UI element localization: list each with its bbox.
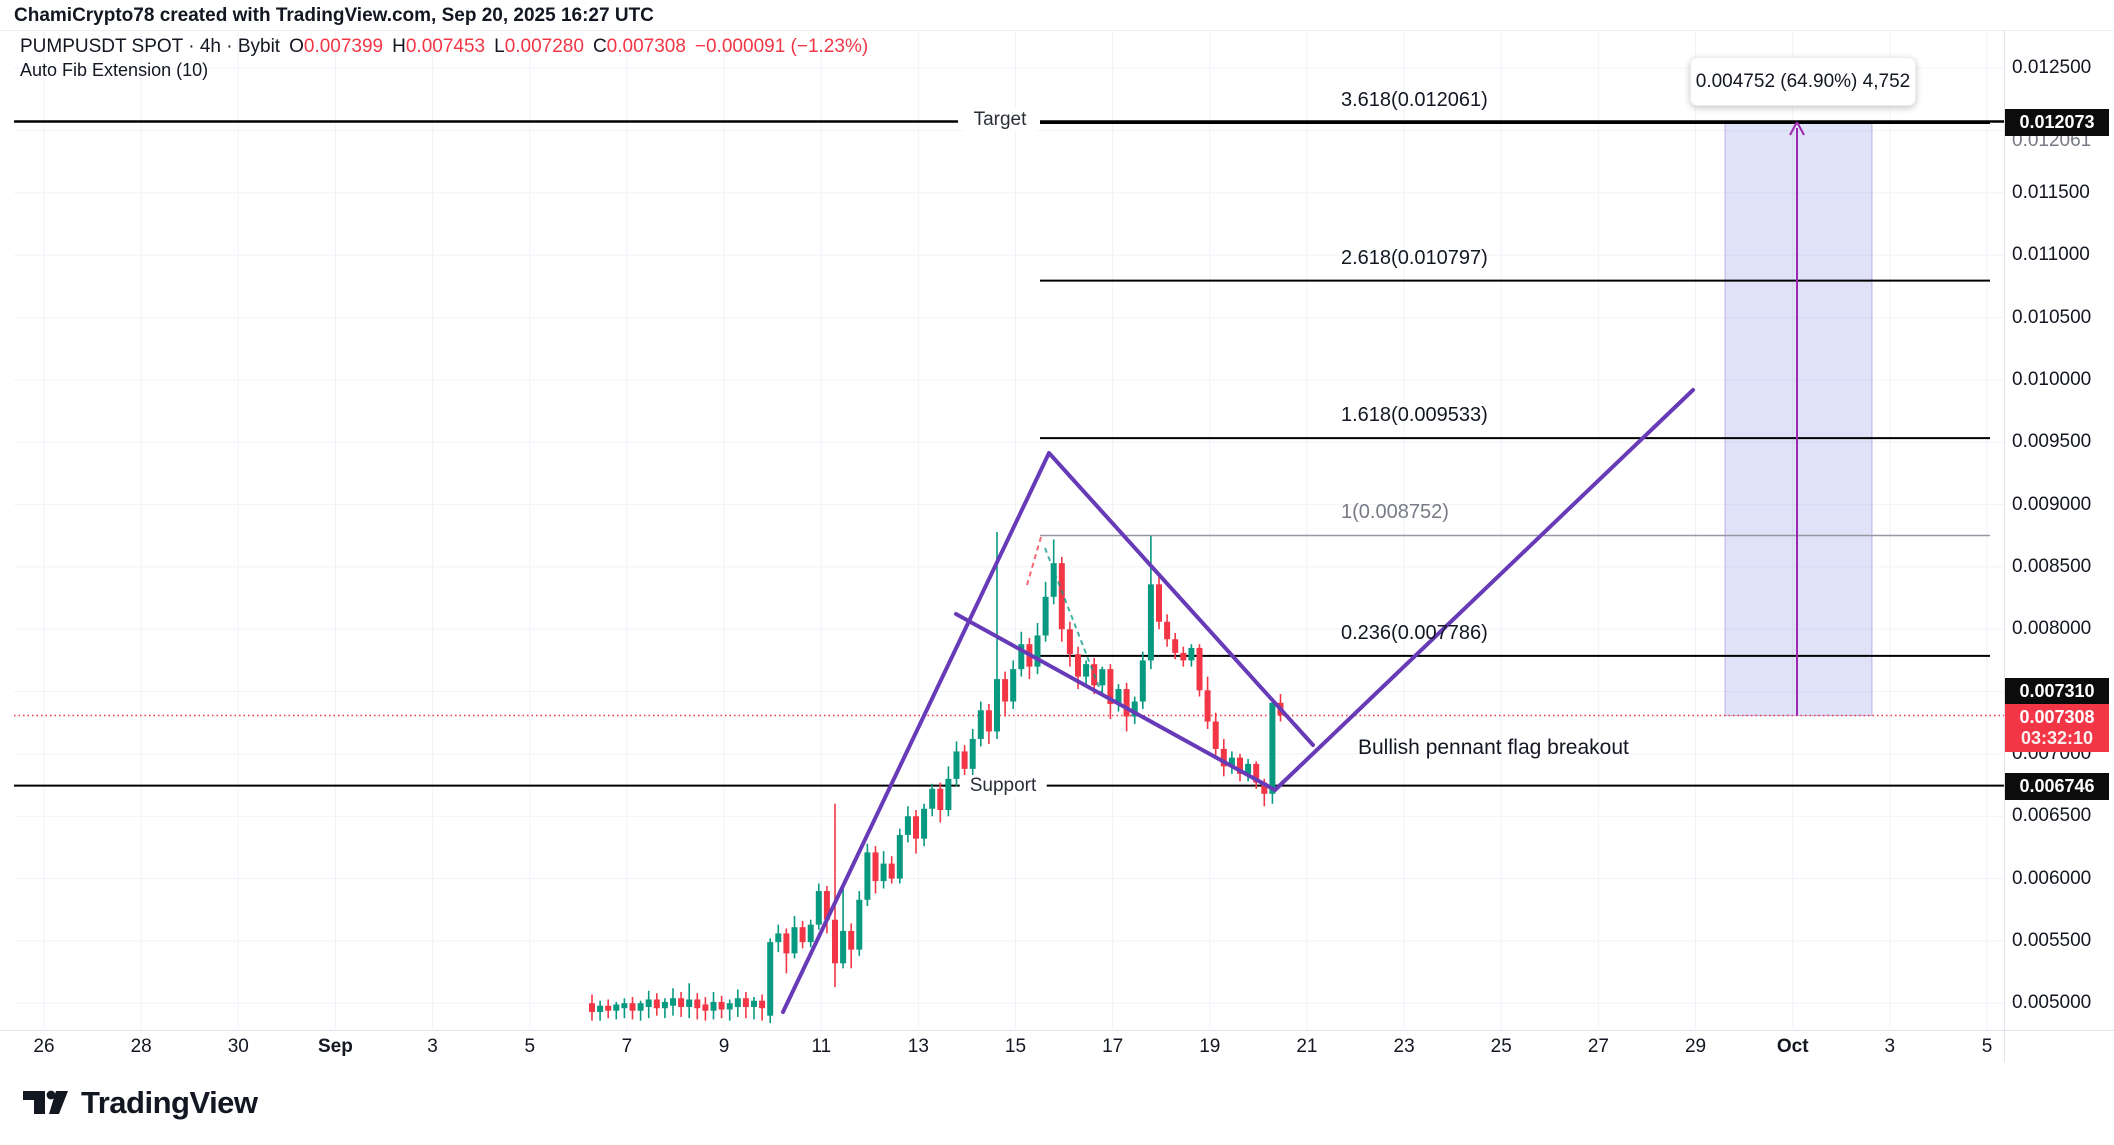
x-axis-label: 7 [621,1036,633,1057]
y-axis-label: 0.005500 [2012,929,2092,951]
tradingview-logo[interactable]: TradingView [22,1085,258,1121]
fib-level-label: 1.618(0.009533) [1341,404,1488,427]
support-line-label[interactable]: Support [959,775,1047,797]
candles [589,532,1284,1024]
x-axis-label: Oct [1776,1036,1809,1057]
last-price-value: 0.007308 [2019,707,2095,727]
ohlc-low: L0.007280 [494,36,584,57]
y-axis-label: 0.006500 [2012,805,2092,827]
x-axis-label: 26 [33,1036,55,1057]
x-axis-label: 3 [427,1036,438,1057]
pane-top-border [0,30,2114,31]
breakout-projection-line[interactable] [1273,388,1695,792]
x-axis-label: 27 [1587,1036,1609,1057]
fib-level-label: 1(0.008752) [1341,501,1449,524]
y-axis-label: 0.008000 [2012,618,2092,640]
x-axis-label: 13 [907,1036,929,1057]
y-axis-label: 0.011000 [2012,244,2090,266]
last-price-badge: 0.007308 03:32:10 [2005,704,2109,752]
price-axis[interactable]: 0.012500 0.011500 0.011000 0.010500 0.010000… [2004,30,2114,1030]
ohlc-open: O0.007399 [289,36,384,57]
x-axis-label: 5 [524,1036,536,1057]
fib-level-label: 0.236(0.007786) [1341,621,1488,644]
x-axis-label: 11 [811,1036,832,1057]
dashed-remnant-green [1044,547,1102,693]
y-axis-label: 0.006000 [2012,867,2092,889]
x-axis-label: 5 [1981,1036,1993,1057]
symbol-title[interactable]: PUMPUSDT SPOT · 4h · Bybit [20,36,281,57]
change-value: −0.000091 (−1.23%) [694,36,869,57]
y-axis-label: 0.009000 [2012,493,2092,515]
price-axis-separator [2004,30,2005,1062]
y-axis-label: 0.010000 [2012,368,2092,390]
tradingview-logo-text: TradingView [81,1085,258,1120]
target-projection-box[interactable] [1724,121,1873,717]
symbol-legend[interactable]: PUMPUSDT SPOT · 4h · Bybit O0.007399 H0.… [20,36,868,58]
header-credit: ChamiCrypto78 created with TradingView.c… [14,5,654,26]
x-axis-label: 19 [1199,1036,1221,1057]
y-axis-label: 0.008500 [2012,555,2092,577]
time-axis-separator [0,1030,2114,1031]
support-price-badge: 0.006746 [2005,773,2109,800]
ohlc-close: C0.007308 [592,36,686,57]
x-axis-label: 9 [718,1036,730,1057]
breakout-annotation[interactable]: Bullish pennant flag breakout [1358,736,1629,759]
lower-pennant-line[interactable] [954,612,1277,792]
x-axis-label: 15 [1004,1036,1027,1057]
target-price-badge: 0.012073 [2005,109,2109,136]
fib-level-label: 2.618(0.010797) [1341,246,1488,269]
tradingview-logo-icon [23,1090,68,1114]
time-axis[interactable]: 26 28 30 Sep 3 5 7 9 11 13 15 17 19 21 23 25 27 29 Oct 3 5 [0,1030,2004,1062]
y-axis-label: 0.011500 [2012,181,2090,203]
y-axis-label: 0.009500 [2012,431,2092,453]
x-axis-label: 23 [1393,1036,1415,1057]
x-axis-label: 21 [1296,1036,1318,1057]
flagpole-and-upper-pennant-line[interactable] [781,451,1315,1014]
target-arrow[interactable] [1789,121,1805,716]
target-line-label[interactable]: Target [963,109,1037,131]
y-axis-label: 0.005000 [2012,992,2092,1014]
y-axis-label: 0.012500 [2012,57,2092,79]
x-axis-label: 25 [1490,1036,1512,1057]
y-axis-label: 0.010500 [2012,306,2092,328]
grid [14,30,2004,1029]
x-axis-label: 29 [1684,1036,1707,1057]
measure-tooltip: 0.004752 (64.90%) 4,752 [1690,57,1916,106]
x-axis-label: 3 [1884,1036,1896,1057]
x-axis-label: 30 [227,1036,249,1057]
bar-countdown: 03:32:10 [2020,728,2094,748]
dashed-remnant-red [1026,536,1042,586]
measure-tooltip-text: 0.004752 (64.90%) 4,752 [1695,70,1911,92]
indicator-legend[interactable]: Auto Fib Extension (10) [20,60,209,80]
level-price-badge: 0.007310 [2005,678,2109,705]
x-axis-label: 17 [1102,1036,1124,1057]
x-axis-label: Sep [318,1036,353,1057]
fib-level-label: 3.618(0.012061) [1341,88,1488,111]
pennant-drawing[interactable] [781,388,1695,1014]
ohlc-high: H0.007453 [392,36,486,57]
x-axis-label: 28 [130,1036,152,1057]
